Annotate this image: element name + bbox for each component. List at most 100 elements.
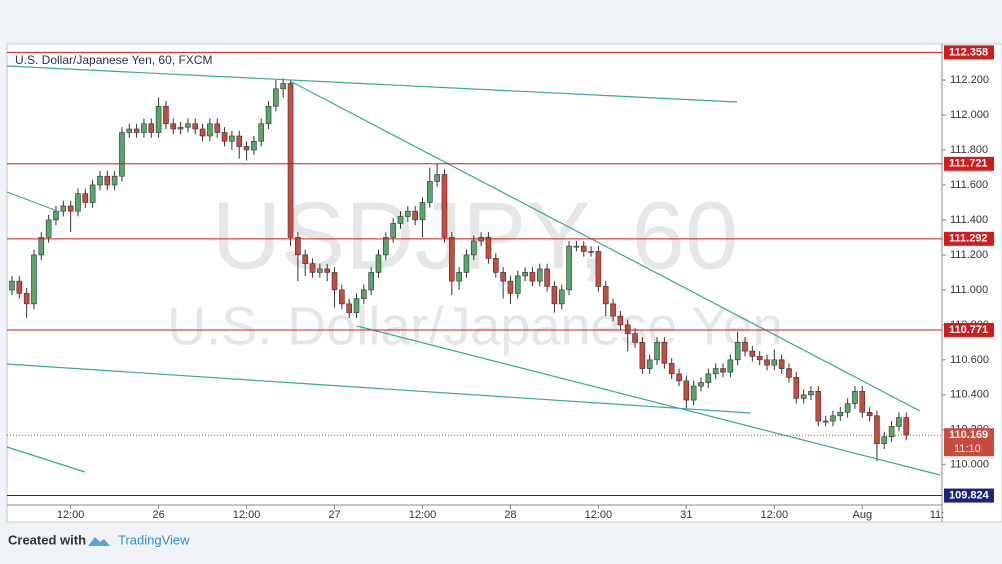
- candle-body: [353, 298, 360, 313]
- candle-body: [463, 254, 470, 273]
- level-label: 109.824: [949, 489, 990, 501]
- y-tick-label: 111.200: [950, 249, 988, 261]
- candle-body: [155, 105, 162, 133]
- candle-body: [89, 184, 96, 203]
- candle-body: [859, 391, 866, 413]
- candle-body: [339, 289, 345, 305]
- level-tag: [944, 231, 994, 246]
- candle-body: [236, 135, 243, 147]
- candle-body: [815, 391, 822, 422]
- candle-body: [595, 251, 602, 287]
- level-tag: [944, 45, 994, 60]
- candle-body: [866, 412, 873, 417]
- candle-body: [456, 272, 462, 282]
- candle-body: [111, 175, 118, 186]
- candle-body: [221, 132, 228, 142]
- trendline: [6, 65, 738, 103]
- candle-body: [170, 123, 177, 130]
- candle-body: [734, 342, 741, 361]
- trendline: [6, 363, 751, 414]
- candle-body: [302, 254, 309, 264]
- x-tick-label: 31: [680, 509, 692, 521]
- candle-body: [822, 420, 829, 423]
- candle-body: [646, 359, 653, 369]
- candle-body: [67, 205, 74, 212]
- candle-body: [405, 210, 411, 217]
- candle-body: [566, 245, 572, 291]
- candle-body: [324, 268, 330, 273]
- footer-brand[interactable]: TradingView: [118, 532, 190, 547]
- candle-body: [346, 303, 352, 313]
- x-tick-label: 27: [328, 509, 340, 521]
- candle-body: [148, 123, 155, 133]
- candle-body: [771, 359, 778, 366]
- candle-body: [742, 342, 748, 352]
- trendline: [6, 191, 61, 213]
- candle-body: [383, 237, 389, 256]
- candle-body: [295, 237, 301, 256]
- candle-body: [852, 391, 858, 404]
- candle-body: [427, 181, 433, 203]
- candle-body: [309, 263, 316, 273]
- candle-body: [38, 237, 45, 256]
- level-tag: [944, 488, 994, 503]
- candle-body: [764, 359, 770, 366]
- candle-body: [390, 223, 396, 238]
- candle-body: [9, 280, 15, 291]
- candle-body: [199, 128, 206, 137]
- plot: [9, 78, 910, 462]
- trendline: [6, 446, 86, 473]
- candle-body: [793, 377, 800, 399]
- candle-body: [97, 175, 103, 186]
- x-tick-label: 12:00: [409, 509, 437, 521]
- candle-body: [896, 417, 902, 427]
- candle-body: [492, 258, 499, 273]
- candle-body: [434, 174, 440, 182]
- candle-body: [844, 403, 851, 413]
- candle-body: [617, 315, 624, 326]
- candle-body: [749, 350, 756, 357]
- level-label: 110.771: [949, 324, 988, 336]
- x-tick-label: 12:00: [57, 509, 85, 521]
- candle-body: [536, 268, 543, 282]
- candle-body: [507, 280, 514, 294]
- level-label: 112.358: [949, 46, 988, 58]
- candle-body: [23, 293, 30, 305]
- candle-body: [207, 123, 213, 137]
- candle-body: [375, 254, 382, 273]
- x-tick-label: 11:: [930, 509, 944, 521]
- candle-body: [126, 128, 133, 133]
- candle-body: [756, 356, 763, 361]
- candle-body: [654, 342, 660, 361]
- candle-body: [45, 219, 52, 238]
- candle-body: [485, 237, 492, 259]
- candle-body: [698, 382, 704, 387]
- candle-body: [280, 83, 287, 90]
- candle-body: [119, 132, 125, 177]
- footer-created: Created with: [8, 532, 86, 547]
- candle-body: [639, 342, 646, 369]
- candle-body: [522, 272, 528, 277]
- trendline: [356, 325, 941, 476]
- candle-body: [368, 272, 374, 291]
- candle-body: [602, 286, 609, 305]
- candle-body: [903, 417, 910, 436]
- candle-body: [141, 123, 147, 133]
- candle-body: [668, 363, 675, 375]
- candle-body: [331, 272, 338, 291]
- x-tick-label: 12:00: [761, 509, 789, 521]
- candle-body: [441, 174, 448, 238]
- candle-body: [551, 286, 558, 305]
- candle-body: [624, 324, 631, 334]
- candle-body: [558, 289, 565, 305]
- candle-body: [661, 342, 668, 364]
- candle-body: [676, 373, 682, 382]
- candle-body: [133, 128, 140, 133]
- candle-body: [588, 251, 594, 253]
- candle-body: [163, 105, 169, 125]
- candle-body: [632, 333, 638, 343]
- x-tick-label: 28: [504, 509, 516, 521]
- candle-body: [448, 237, 455, 282]
